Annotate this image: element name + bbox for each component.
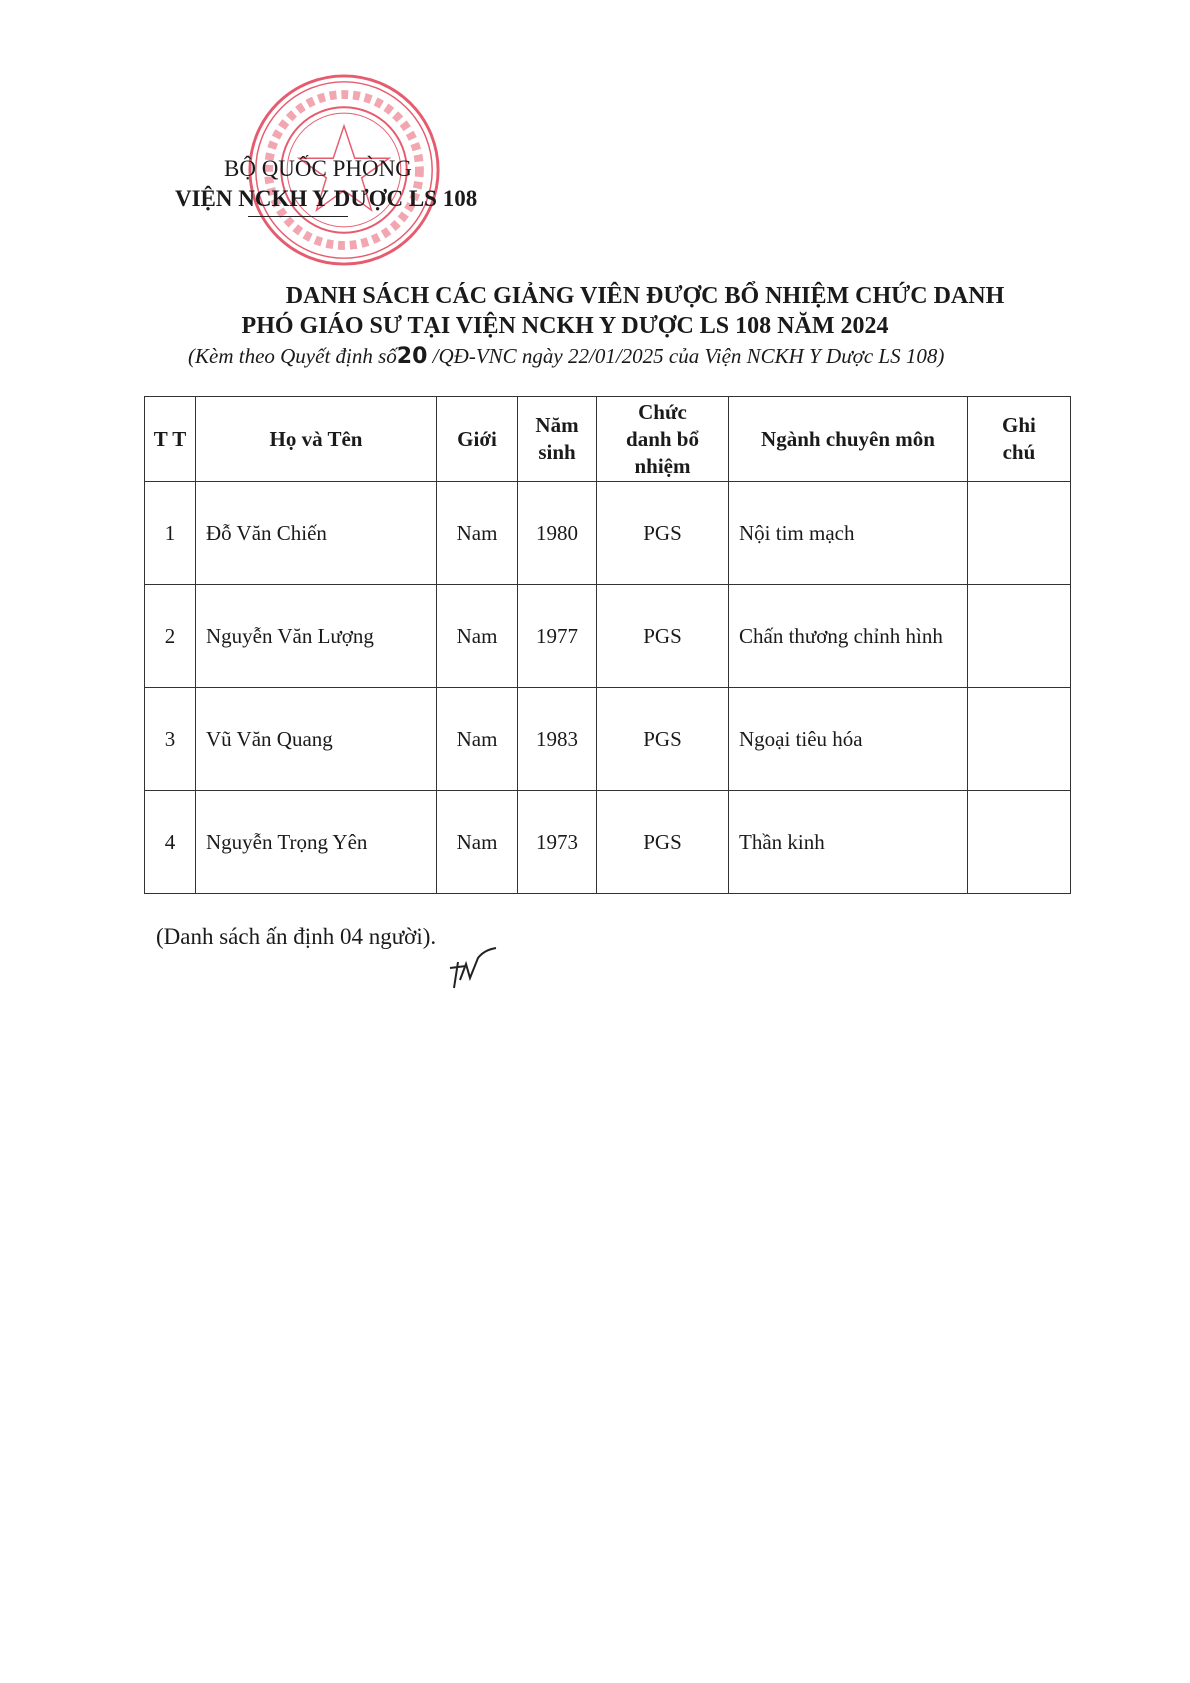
header-underline <box>248 216 348 217</box>
table-row: 3 Vũ Văn Quang Nam 1983 PGS Ngoại tiêu h… <box>144 687 1071 791</box>
document-subtitle: (Kèm theo Quyết định số20 /QĐ-VNC ngày 2… <box>188 344 944 369</box>
table-row: 1 Đỗ Văn Chiến Nam 1980 PGS Nội tim mạch <box>144 481 1071 585</box>
cell-field: Chấn thương chỉnh hình <box>728 584 968 688</box>
cell-tt: 2 <box>144 584 196 688</box>
cell-name: Nguyễn Văn Lượng <box>195 584 437 688</box>
ministry-name: BỘ QUỐC PHÒNG <box>224 156 412 181</box>
cell-title: PGS <box>596 687 729 791</box>
lecturer-table: T T Họ và Tên Giới Năm sinh Chức danh bổ… <box>144 396 1071 894</box>
cell-note <box>967 790 1071 894</box>
list-count-note: (Danh sách ấn định 04 người). <box>156 924 437 949</box>
cell-year: 1977 <box>517 584 597 688</box>
cell-gender: Nam <box>436 584 518 688</box>
table-row: 2 Nguyễn Văn Lượng Nam 1977 PGS Chấn thư… <box>144 584 1071 688</box>
header-gender: Giới <box>436 396 518 482</box>
official-stamp <box>248 74 440 266</box>
table-header-row: T T Họ và Tên Giới Năm sinh Chức danh bổ… <box>144 396 1071 482</box>
cell-gender: Nam <box>436 481 518 585</box>
header-field: Ngành chuyên môn <box>728 396 968 482</box>
subtitle-prefix: (Kèm theo Quyết định số <box>188 344 397 368</box>
header-appointed-title: Chức danh bổ nhiệm <box>596 396 729 482</box>
cell-field: Ngoại tiêu hóa <box>728 687 968 791</box>
cell-tt: 4 <box>144 790 196 894</box>
cell-gender: Nam <box>436 790 518 894</box>
header-name: Họ và Tên <box>195 396 437 482</box>
cell-name: Vũ Văn Quang <box>195 687 437 791</box>
cell-note <box>967 481 1071 585</box>
cell-title: PGS <box>596 790 729 894</box>
header-note: Ghi chú <box>967 396 1071 482</box>
header-tt: T T <box>144 396 196 482</box>
document-title-line2: PHÓ GIÁO SƯ TẠI VIỆN NCKH Y DƯỢC LS 108 … <box>241 313 889 339</box>
cell-year: 1973 <box>517 790 597 894</box>
initials-signature <box>449 947 497 989</box>
cell-note <box>967 584 1071 688</box>
cell-title: PGS <box>596 481 729 585</box>
cell-gender: Nam <box>436 687 518 791</box>
cell-note <box>967 687 1071 791</box>
cell-field: Thần kinh <box>728 790 968 894</box>
cell-tt: 1 <box>144 481 196 585</box>
cell-tt: 3 <box>144 687 196 791</box>
cell-name: Nguyễn Trọng Yên <box>195 790 437 894</box>
cell-year: 1983 <box>517 687 597 791</box>
cell-title: PGS <box>596 584 729 688</box>
table-row: 4 Nguyễn Trọng Yên Nam 1973 PGS Thần kin… <box>144 790 1071 894</box>
cell-name: Đỗ Văn Chiến <box>195 481 437 585</box>
cell-field: Nội tim mạch <box>728 481 968 585</box>
cell-year: 1980 <box>517 481 597 585</box>
document-title-line1: DANH SÁCH CÁC GIẢNG VIÊN ĐƯỢC BỔ NHIỆM C… <box>285 283 1005 309</box>
subtitle-suffix: /QĐ-VNC ngày 22/01/2025 của Viện NCKH Y … <box>427 344 945 368</box>
institute-name: VIỆN NCKH Y DƯỢC LS 108 <box>175 186 478 211</box>
decision-number: 20 <box>396 344 428 369</box>
header-birth-year: Năm sinh <box>517 396 597 482</box>
